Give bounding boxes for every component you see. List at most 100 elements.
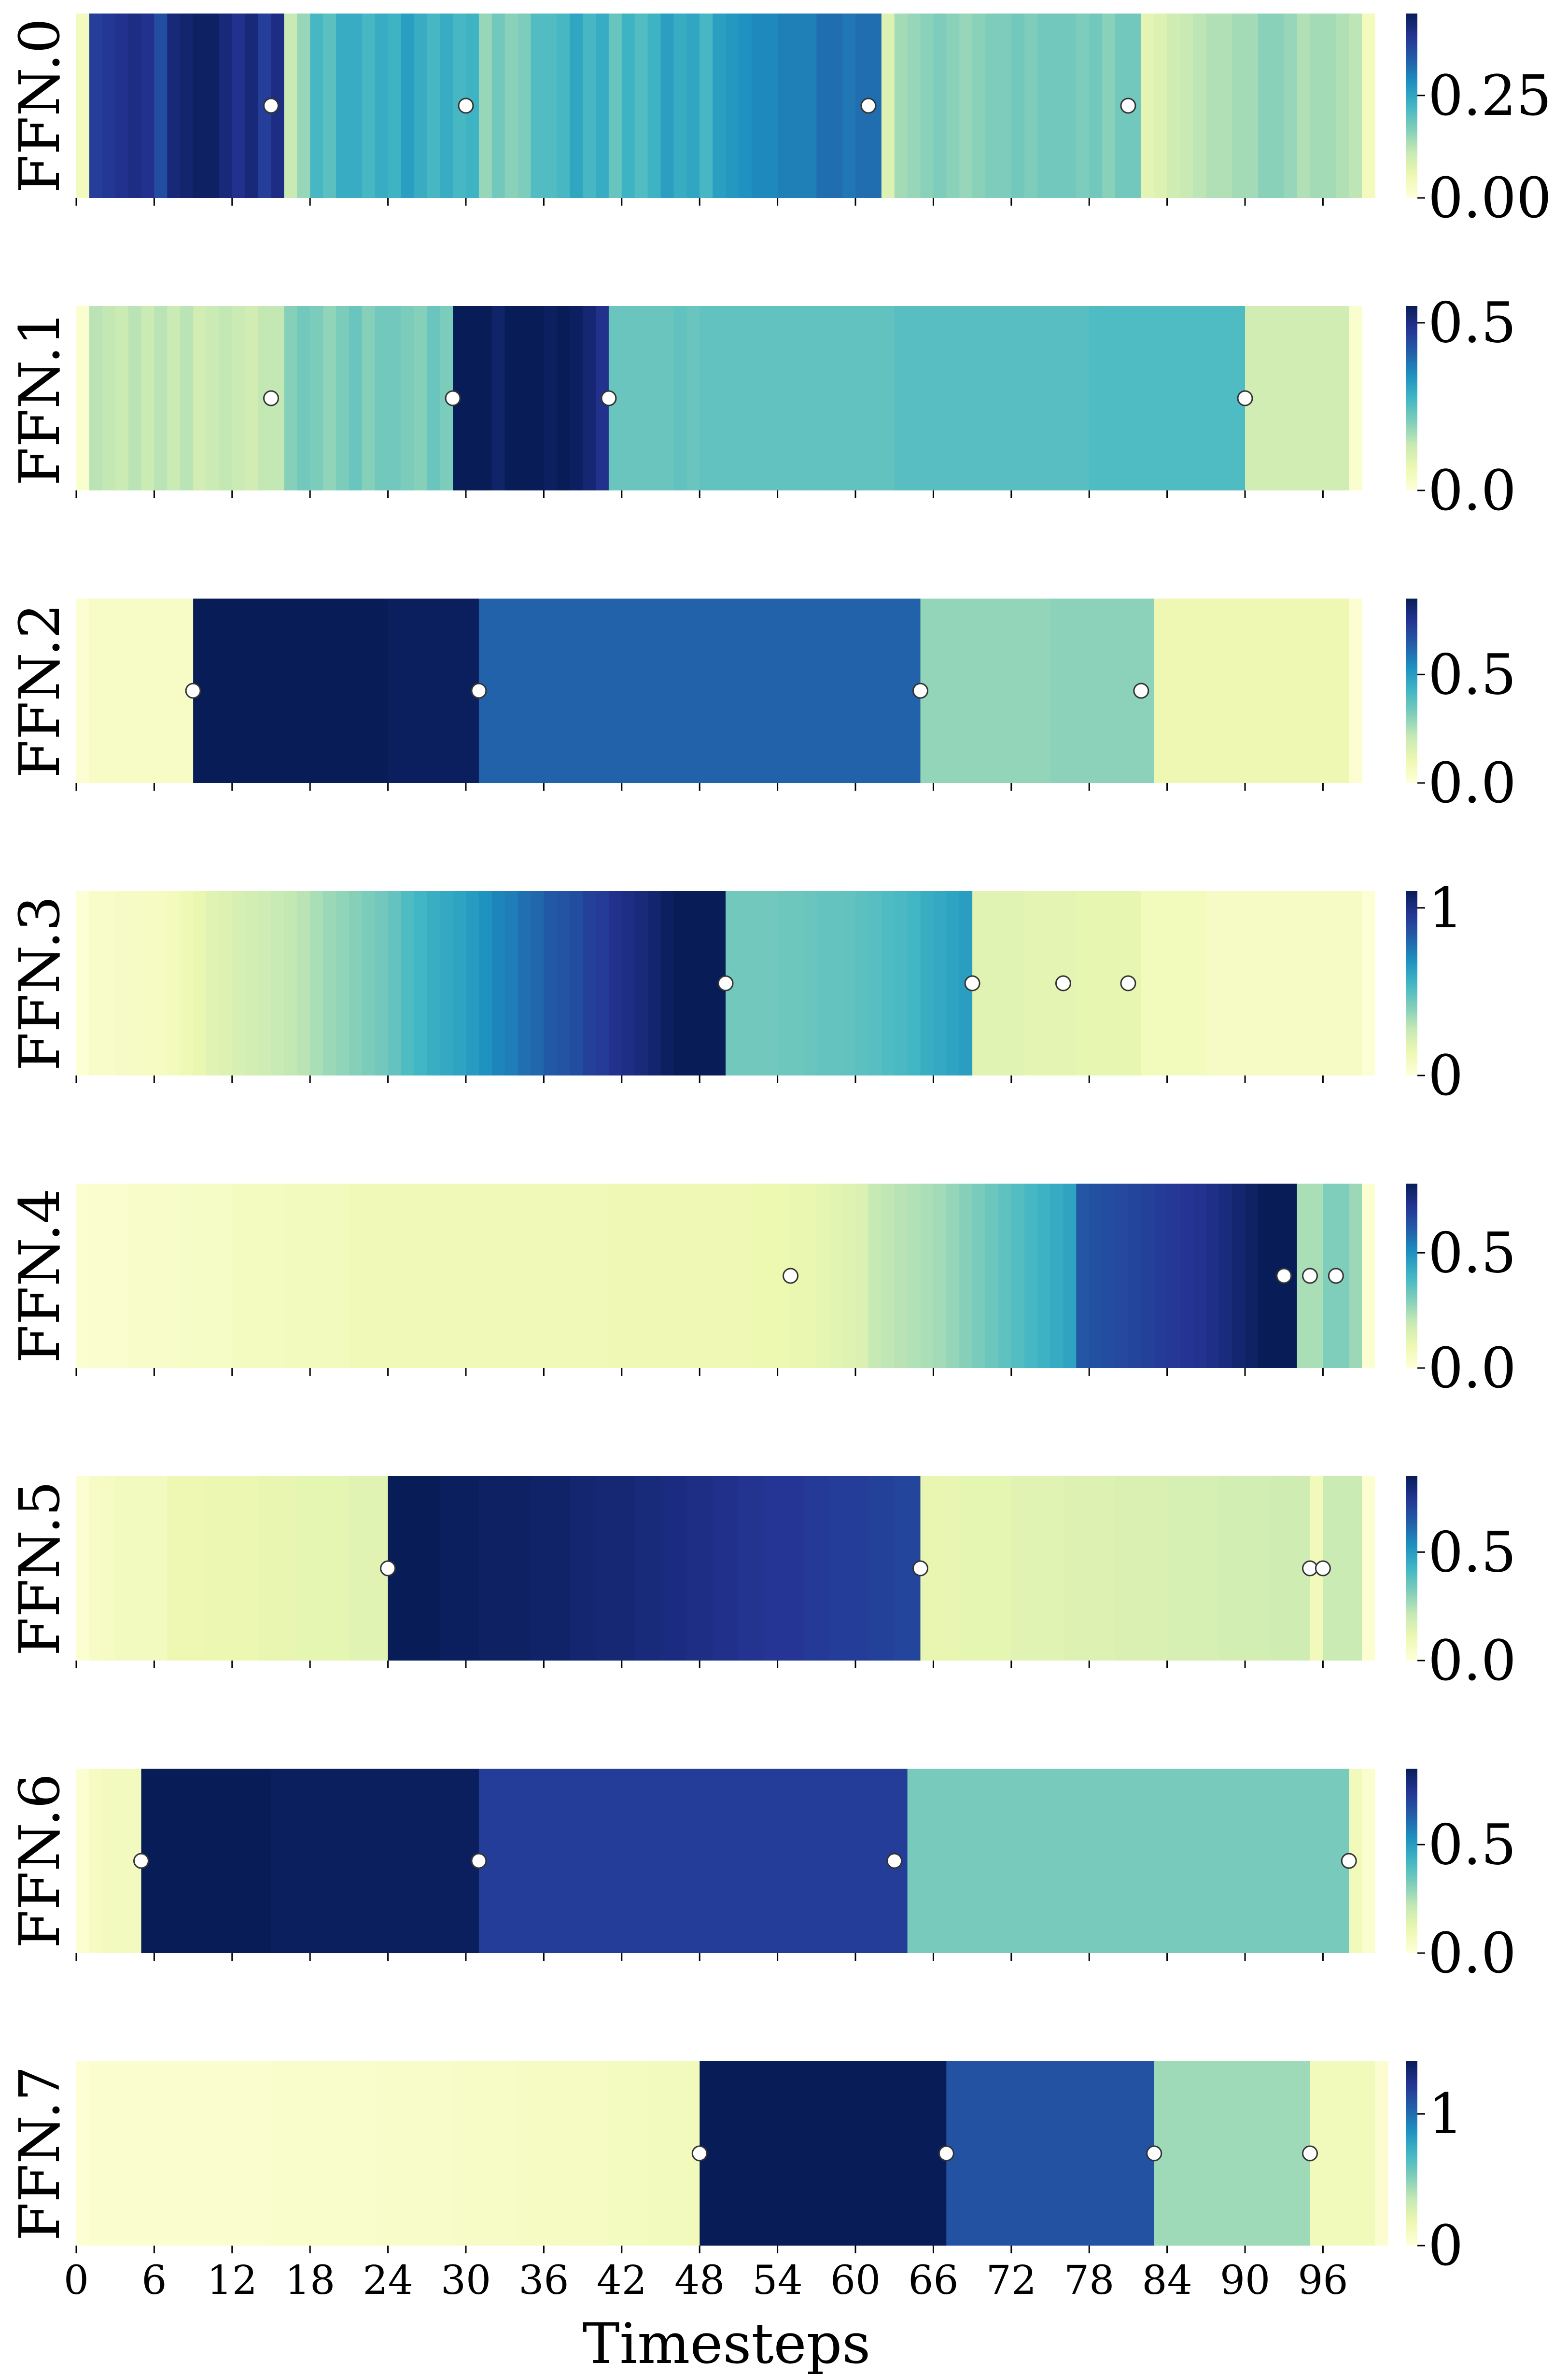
heatmap-cell	[466, 891, 479, 1075]
heatmap-cell	[1089, 1476, 1103, 1661]
heatmap-cell	[1128, 1476, 1142, 1661]
heatmap-cell	[1076, 891, 1090, 1075]
heatmap-cell	[1037, 599, 1051, 783]
heatmap-cell	[1323, 14, 1337, 198]
heatmap-cell	[544, 1184, 558, 1368]
heatmap-cell	[323, 1184, 336, 1368]
heatmap-cell	[1011, 1184, 1025, 1368]
heatmap-cell	[258, 1769, 272, 1953]
heatmap-cell	[219, 1184, 233, 1368]
heatmap-cell	[401, 1769, 415, 1953]
heatmap-cell	[855, 599, 869, 783]
heatmap-cell	[907, 1184, 921, 1368]
heatmap-cell	[193, 1184, 207, 1368]
heatmap-cell	[76, 1769, 90, 1953]
heatmap-cell	[323, 306, 336, 490]
heatmap-cell	[738, 1769, 752, 1953]
colorbar	[1406, 306, 1417, 490]
heatmap-cell	[1193, 1184, 1207, 1368]
heatmap-cell	[881, 14, 895, 198]
heatmap-cell	[713, 1769, 726, 1953]
heatmap-cell	[440, 14, 453, 198]
heatmap-cell	[1258, 599, 1272, 783]
heatmap-cell	[751, 306, 765, 490]
heatmap-cell	[920, 2061, 934, 2246]
heatmap-cell	[193, 14, 207, 198]
heatmap-cell	[167, 599, 181, 783]
heatmap-cell	[1349, 14, 1362, 198]
colorbar	[1406, 2061, 1417, 2246]
heatmap-cell	[271, 891, 285, 1075]
heatmap-cell	[686, 14, 700, 198]
colorbar-tick-label: 0.25	[1428, 64, 1552, 128]
heatmap-cell	[621, 599, 635, 783]
heatmap-cell	[816, 891, 830, 1075]
heatmap-cell	[998, 1476, 1012, 1661]
heatmap-cell	[842, 599, 856, 783]
heatmap-cell	[557, 306, 570, 490]
heatmap-cell	[297, 599, 310, 783]
heatmap-cell	[557, 599, 570, 783]
heatmap-cell	[518, 306, 532, 490]
colorbar-tick-label: 0.5	[1428, 1813, 1516, 1877]
heatmap-cell	[232, 599, 246, 783]
heatmap-cell	[1219, 599, 1232, 783]
heatmap-cell	[478, 891, 492, 1075]
heatmap-cell	[764, 2061, 778, 2246]
heatmap-cell	[829, 599, 843, 783]
heatmap-cell	[751, 1476, 765, 1661]
row-label: FFN.2	[8, 603, 72, 779]
heatmap-cell	[803, 2061, 817, 2246]
heatmap-cell	[102, 1476, 116, 1661]
heatmap-cell	[427, 306, 440, 490]
heatmap-cell	[1050, 1769, 1064, 1953]
heatmap-cell	[1167, 2061, 1181, 2246]
heatmap-cell	[128, 1184, 142, 1368]
change-point-marker	[1341, 1853, 1357, 1869]
heatmap-cell	[660, 2061, 674, 2246]
heatmap-cell	[180, 306, 194, 490]
heatmap-cell	[634, 2061, 648, 2246]
heatmap-cell	[1206, 891, 1219, 1075]
heatmap-cell	[686, 1476, 700, 1661]
heatmap-cell	[713, 306, 726, 490]
heatmap-cell	[686, 306, 700, 490]
heatmap-cell	[1102, 891, 1116, 1075]
heatmap-cell	[790, 891, 804, 1075]
change-point-marker	[1315, 1560, 1331, 1577]
heatmap-cell	[660, 1184, 674, 1368]
heatmap-cell	[453, 2061, 466, 2246]
heatmap-cell	[219, 599, 233, 783]
heatmap-cell	[89, 1476, 103, 1661]
heatmap-cell	[829, 306, 843, 490]
heatmap-cell	[985, 1184, 999, 1368]
heatmap-cell	[362, 891, 376, 1075]
heatmap-cell	[1193, 2061, 1207, 2246]
heatmap-cell	[738, 599, 752, 783]
heatmap-cell	[310, 2061, 323, 2246]
heatmap-cell	[1284, 1769, 1298, 1953]
heatmap-cell	[414, 599, 428, 783]
heatmap-cell	[1245, 14, 1259, 198]
colorbar-tick-label: 0.00	[1428, 166, 1552, 231]
heatmap-cell	[1323, 2061, 1337, 2246]
heatmap-cell	[1141, 891, 1155, 1075]
heatmap-cell	[700, 891, 713, 1075]
heatmap-cell	[544, 2061, 558, 2246]
heatmap-cell	[1297, 14, 1311, 198]
x-tick-label: 0	[64, 2258, 89, 2304]
heatmap-cell	[842, 14, 856, 198]
heatmap-cell	[544, 1476, 558, 1661]
heatmap-cell	[726, 1476, 739, 1661]
heatmap-cell	[245, 1769, 259, 1953]
heatmap-cell	[154, 1184, 168, 1368]
heatmap-cell	[154, 306, 168, 490]
change-point-marker	[1146, 2145, 1162, 2162]
heatmap-cell	[1115, 1476, 1129, 1661]
heatmap-cell	[1271, 1769, 1285, 1953]
heatmap-cell	[258, 1184, 272, 1368]
heatmap-cell	[440, 2061, 453, 2246]
heatmap-cell	[660, 306, 674, 490]
heatmap-cell	[855, 1184, 869, 1368]
